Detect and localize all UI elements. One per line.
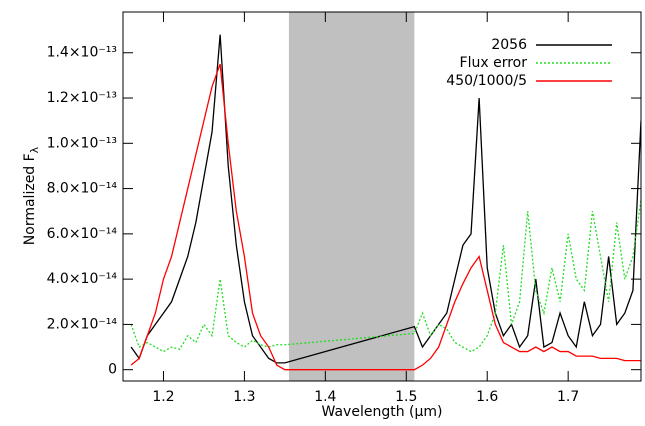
y-tick-label: 0 [108,362,117,378]
x-tick-label: 1.4 [314,389,336,405]
y-tick-label: 2.0×10⁻¹⁴ [47,316,118,332]
y-tick-label: 1.0×10⁻¹³ [47,135,117,151]
x-tick-label: 1.7 [557,389,579,405]
x-tick-label: 1.2 [152,389,174,405]
x-tick-label: 1.6 [476,389,498,405]
x-tick-label: 1.5 [395,389,417,405]
y-axis-label: Normalized Fλ [22,146,41,245]
y-tick-label: 4.0×10⁻¹⁴ [47,271,118,287]
x-tick-label: 1.3 [233,389,255,405]
y-tick-label: 1.4×10⁻¹³ [47,45,117,61]
shaded-layer [288,12,415,381]
legend-label: 450/1000/5 [446,73,527,89]
series-line [130,63,641,371]
lines-layer [130,34,641,371]
shaded-region [288,12,415,381]
legend-label: Flux error [460,55,528,71]
y-tick-label: 6.0×10⁻¹⁴ [47,226,118,242]
y-axis-label-main: Normalized F [22,153,38,245]
legend-label: 2056 [491,37,527,53]
y-tick-label: 1.2×10⁻¹³ [47,90,117,106]
y-tick-label: 8.0×10⁻¹⁴ [47,181,118,197]
series-line [130,34,641,364]
plot-frame [122,11,642,382]
y-axis-label-sub: λ [28,146,41,153]
x-axis-label: Wavelength (μm) [322,404,443,420]
